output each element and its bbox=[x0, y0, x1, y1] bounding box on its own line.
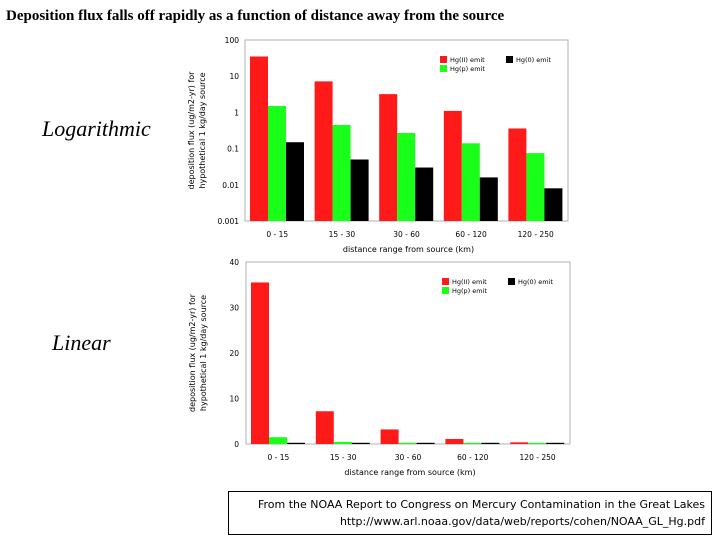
chart1-bar-hgp bbox=[526, 153, 545, 221]
chart1-y-axis-label-line1: deposition flux (ug/m2-yr) for bbox=[187, 71, 196, 190]
chart1-bar-hg0 bbox=[415, 167, 434, 221]
chart2-bar-hg0 bbox=[351, 442, 370, 444]
logarithmic-label: Logarithmic bbox=[42, 116, 151, 141]
chart1-x-tick-label: 15 - 30 bbox=[329, 230, 356, 239]
chart2-bar-hg0 bbox=[287, 442, 305, 444]
chart1-legend-label-hgp: Hg(p) emit bbox=[450, 65, 485, 73]
chart2-y-tick-label: 40 bbox=[229, 258, 239, 267]
chart2-legend-label-hg2: Hg(II) emit bbox=[452, 278, 487, 286]
chart2-x-tick-label: 30 - 60 bbox=[395, 453, 422, 462]
chart2-bar-hgp bbox=[398, 442, 417, 444]
chart2-y-axis-label-line2: hypothetical 1 kg/day source bbox=[199, 295, 208, 411]
chart2-y-tick-label: 20 bbox=[229, 349, 239, 358]
chart1-bar-hg2 bbox=[250, 56, 268, 222]
chart1-x-tick-label: 120 - 250 bbox=[518, 230, 554, 239]
chart2-legend-swatch-hg0 bbox=[508, 278, 515, 285]
chart2-x-tick-label: 60 - 120 bbox=[457, 453, 489, 462]
chart1-bar-hg0 bbox=[544, 188, 563, 221]
chart2-bar-hgp bbox=[269, 437, 287, 444]
chart1-x-tick-label: 60 - 120 bbox=[455, 230, 487, 239]
chart2-x-tick-label: 15 - 30 bbox=[330, 453, 357, 462]
chart2-x-tick-label: 0 - 15 bbox=[268, 453, 290, 462]
chart1-bar-hg2 bbox=[443, 110, 462, 221]
chart2-bar-hgp bbox=[528, 442, 547, 444]
chart1-y-axis-label-line2: hypothetical 1 kg/day source bbox=[198, 72, 207, 188]
chart1-bar-hg0 bbox=[286, 142, 304, 221]
chart1-y-tick-label: 0.01 bbox=[222, 181, 239, 190]
chart2-x-axis-label: distance range from source (km) bbox=[344, 468, 475, 477]
source-citation: From the NOAA Report to Congress on Merc… bbox=[228, 491, 712, 535]
chart2-y-tick-label: 0 bbox=[234, 440, 239, 449]
chart1-legend-swatch-hg0 bbox=[506, 56, 513, 63]
chart2-bar-hgp bbox=[333, 441, 352, 444]
linear-label: Linear bbox=[52, 330, 111, 355]
chart2-bar-hgp bbox=[463, 442, 482, 444]
chart1-x-tick-label: 0 - 15 bbox=[266, 230, 288, 239]
chart1-y-tick-label: 0.001 bbox=[218, 217, 240, 226]
chart2-legend-swatch-hgp bbox=[442, 287, 449, 294]
chart2-legend-swatch-hg2 bbox=[442, 278, 449, 285]
chart2-y-tick-label: 10 bbox=[229, 395, 239, 404]
source-url: http://www.arl.noaa.gov/data/web/reports… bbox=[339, 515, 705, 528]
chart1-bar-hg0 bbox=[350, 159, 369, 221]
chart2-bar-hg0 bbox=[481, 442, 500, 444]
chart1-bar-hgp bbox=[397, 132, 416, 221]
chart2-x-tick-label: 120 - 250 bbox=[520, 453, 556, 462]
chart2-y-axis-label-line1: deposition flux (ug/m2-yr) for bbox=[188, 293, 197, 412]
chart1-bar-hg0 bbox=[479, 177, 498, 221]
chart1-bar-hgp bbox=[332, 124, 351, 221]
chart1-bar-hg2 bbox=[314, 81, 333, 221]
chart1-legend-swatch-hg2 bbox=[440, 56, 447, 63]
source-line-1: From the NOAA Report to Congress on Merc… bbox=[257, 498, 705, 511]
chart2-bar-hg2 bbox=[445, 438, 464, 444]
chart1-y-tick-label: 0.1 bbox=[227, 145, 239, 154]
chart1-y-tick-label: 100 bbox=[225, 36, 240, 45]
chart2-bar-hg0 bbox=[546, 442, 565, 444]
chart1-x-tick-label: 30 - 60 bbox=[393, 230, 420, 239]
chart2-legend-label-hgp: Hg(p) emit bbox=[452, 287, 487, 295]
chart1-bar-hgp bbox=[268, 106, 286, 221]
chart1-bar-hgp bbox=[461, 143, 480, 221]
chart2-bar-hg2 bbox=[510, 442, 529, 444]
chart1-bar-hg2 bbox=[508, 128, 527, 221]
chart2-legend-label-hg0: Hg(0) emit bbox=[518, 278, 553, 286]
chart1-legend-swatch-hgp bbox=[440, 65, 447, 72]
chart2-bar-hg0 bbox=[416, 442, 435, 444]
chart1-y-tick-label: 10 bbox=[229, 72, 239, 81]
chart1-legend-label-hg0: Hg(0) emit bbox=[516, 56, 551, 64]
chart1-legend-label-hg2: Hg(II) emit bbox=[450, 56, 485, 64]
chart2-y-tick-label: 30 bbox=[229, 304, 239, 313]
chart2-bar-hg2 bbox=[315, 411, 334, 444]
chart1-bar-hg2 bbox=[379, 94, 398, 221]
chart1-y-tick-label: 1 bbox=[234, 108, 239, 117]
chart2-plot-frame bbox=[245, 261, 571, 445]
chart2-bar-hg2 bbox=[380, 429, 399, 444]
page-title: Deposition flux falls off rapidly as a f… bbox=[6, 8, 505, 24]
chart1-x-axis-label: distance range from source (km) bbox=[343, 245, 474, 254]
chart2-bar-hg2 bbox=[251, 282, 269, 444]
